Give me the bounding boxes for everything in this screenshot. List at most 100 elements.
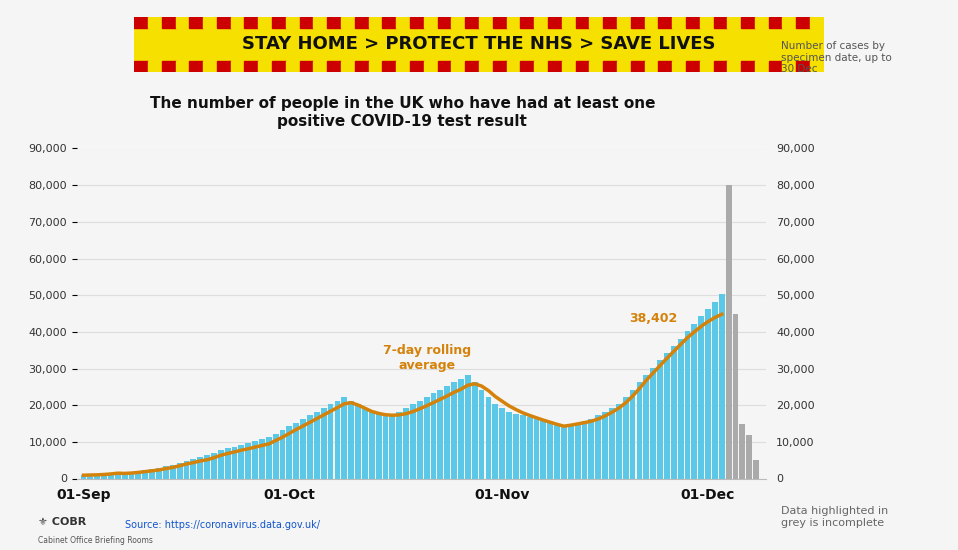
Bar bbox=[616, 404, 622, 478]
Bar bbox=[328, 404, 333, 478]
Bar bbox=[604, 60, 617, 72]
Bar bbox=[266, 437, 272, 478]
Bar bbox=[184, 461, 190, 478]
Bar bbox=[170, 465, 175, 478]
Bar bbox=[796, 16, 810, 28]
Bar bbox=[328, 16, 341, 28]
Bar bbox=[300, 419, 306, 478]
Bar bbox=[548, 60, 561, 72]
Bar bbox=[726, 185, 732, 478]
Bar bbox=[259, 439, 264, 478]
Bar bbox=[423, 60, 438, 72]
Bar bbox=[520, 415, 526, 478]
Bar bbox=[203, 60, 217, 72]
Bar bbox=[718, 294, 724, 478]
Bar bbox=[143, 470, 148, 478]
Bar bbox=[148, 16, 162, 28]
Bar bbox=[134, 60, 148, 72]
Bar bbox=[245, 443, 251, 478]
Bar bbox=[341, 16, 354, 28]
Bar bbox=[328, 60, 341, 72]
Bar bbox=[630, 16, 645, 28]
Bar bbox=[617, 60, 630, 72]
Bar bbox=[300, 16, 313, 28]
Bar bbox=[506, 412, 512, 478]
Bar bbox=[108, 474, 114, 478]
Bar bbox=[313, 60, 328, 72]
Bar bbox=[561, 60, 576, 72]
Bar bbox=[102, 474, 107, 478]
Bar bbox=[486, 397, 491, 478]
Bar bbox=[527, 417, 533, 478]
Bar bbox=[507, 60, 520, 72]
Bar bbox=[686, 16, 699, 28]
Bar bbox=[244, 60, 259, 72]
Bar bbox=[397, 16, 410, 28]
Text: Number of cases by
specimen date, up to
30 Dec: Number of cases by specimen date, up to … bbox=[781, 41, 892, 74]
Bar bbox=[286, 426, 292, 478]
Bar bbox=[438, 16, 451, 28]
Bar bbox=[134, 16, 148, 28]
Bar bbox=[617, 16, 630, 28]
Bar bbox=[604, 16, 617, 28]
Bar bbox=[629, 390, 635, 478]
Bar bbox=[540, 421, 546, 478]
Bar bbox=[673, 16, 686, 28]
Bar bbox=[588, 419, 594, 478]
Bar bbox=[80, 475, 86, 478]
Bar bbox=[354, 60, 369, 72]
Bar bbox=[334, 401, 340, 478]
Bar bbox=[376, 414, 381, 478]
Bar bbox=[430, 393, 437, 478]
Bar bbox=[162, 16, 175, 28]
Bar bbox=[576, 60, 589, 72]
Bar bbox=[755, 16, 768, 28]
Bar bbox=[534, 419, 539, 478]
Bar bbox=[225, 448, 231, 478]
Bar bbox=[714, 16, 727, 28]
Bar bbox=[94, 475, 101, 478]
Bar bbox=[232, 447, 238, 478]
Bar bbox=[796, 60, 810, 72]
Bar bbox=[300, 60, 313, 72]
Bar bbox=[733, 314, 739, 478]
Bar bbox=[671, 346, 676, 478]
Bar bbox=[499, 408, 505, 478]
Bar bbox=[810, 16, 824, 28]
Bar bbox=[231, 16, 244, 28]
Bar bbox=[445, 386, 450, 478]
Bar bbox=[217, 60, 231, 72]
Bar bbox=[548, 16, 561, 28]
Bar bbox=[314, 412, 320, 478]
Bar bbox=[272, 60, 285, 72]
Bar bbox=[382, 415, 388, 478]
Bar bbox=[755, 60, 768, 72]
Bar bbox=[727, 60, 741, 72]
Text: Source: https://coronavirus.data.gov.uk/: Source: https://coronavirus.data.gov.uk/ bbox=[125, 520, 320, 530]
Bar bbox=[561, 16, 576, 28]
Bar bbox=[280, 430, 285, 478]
Bar bbox=[115, 472, 121, 478]
Text: 38,402: 38,402 bbox=[629, 311, 677, 324]
Bar bbox=[677, 339, 683, 478]
Bar bbox=[369, 412, 375, 478]
Bar bbox=[712, 302, 718, 478]
Bar bbox=[122, 473, 127, 478]
Text: The number of people in the UK who have had at least one
positive COVID-19 test : The number of people in the UK who have … bbox=[149, 96, 655, 129]
Bar bbox=[623, 397, 628, 478]
Bar bbox=[568, 425, 574, 478]
Bar bbox=[705, 309, 711, 478]
Bar bbox=[397, 412, 402, 478]
Bar bbox=[714, 60, 727, 72]
Bar bbox=[148, 60, 162, 72]
Bar bbox=[644, 375, 650, 478]
Bar bbox=[554, 425, 560, 478]
Text: STAY HOME > PROTECT THE NHS > SAVE LIVES: STAY HOME > PROTECT THE NHS > SAVE LIVES bbox=[242, 35, 716, 53]
Bar bbox=[217, 16, 231, 28]
Bar bbox=[466, 60, 479, 72]
Bar bbox=[272, 16, 285, 28]
Bar bbox=[645, 60, 658, 72]
Bar bbox=[535, 16, 548, 28]
Bar bbox=[492, 60, 507, 72]
Bar bbox=[321, 408, 327, 478]
